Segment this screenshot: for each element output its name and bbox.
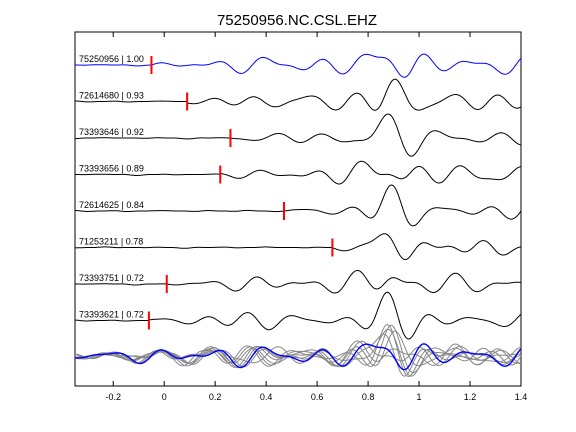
trace-line	[75, 269, 522, 294]
trace-line	[75, 53, 522, 78]
trace-line	[75, 78, 522, 111]
trace-label: 75250956 | 1.00	[79, 54, 144, 64]
trace-label: 72614625 | 0.84	[79, 200, 144, 210]
stack-trace	[74, 324, 522, 378]
trace-line	[75, 160, 522, 185]
plot-area: -0.2 0 0.2 0.4 0.6 0.8 1 1.2 1.4 75250956 | 1.00 7…	[74, 31, 528, 402]
trace-label: 73393656 | 0.89	[79, 164, 144, 174]
axes-frame	[74, 31, 522, 387]
x-tick-label: 0.6	[311, 392, 324, 402]
trace-line	[75, 233, 522, 261]
trace-label: 73393621 | 0.72	[79, 310, 144, 320]
x-tick-label: 1.2	[464, 392, 477, 402]
stack-reference-trace	[74, 343, 522, 371]
trace-line	[74, 113, 522, 157]
trace-label: 72614680 | 0.93	[79, 91, 144, 101]
x-tick-label: 0	[162, 392, 167, 402]
trace-line	[75, 184, 522, 227]
x-tick-label: 0.4	[260, 392, 273, 402]
chart-title: 75250956.NC.CSL.EHZ	[217, 12, 377, 29]
stack-trace	[74, 333, 522, 377]
x-tick-label: 0.8	[362, 392, 375, 402]
trace-label: 73393646 | 0.92	[79, 127, 144, 137]
x-tick-label: 0.2	[209, 392, 222, 402]
x-tick-label: -0.2	[105, 392, 121, 402]
x-tick-label: 1	[417, 392, 422, 402]
trace-label: 71253211 | 0.78	[79, 237, 143, 247]
trace-label: 73393751 | 0.72	[79, 273, 144, 283]
x-tick-label: 1.4	[515, 392, 528, 402]
